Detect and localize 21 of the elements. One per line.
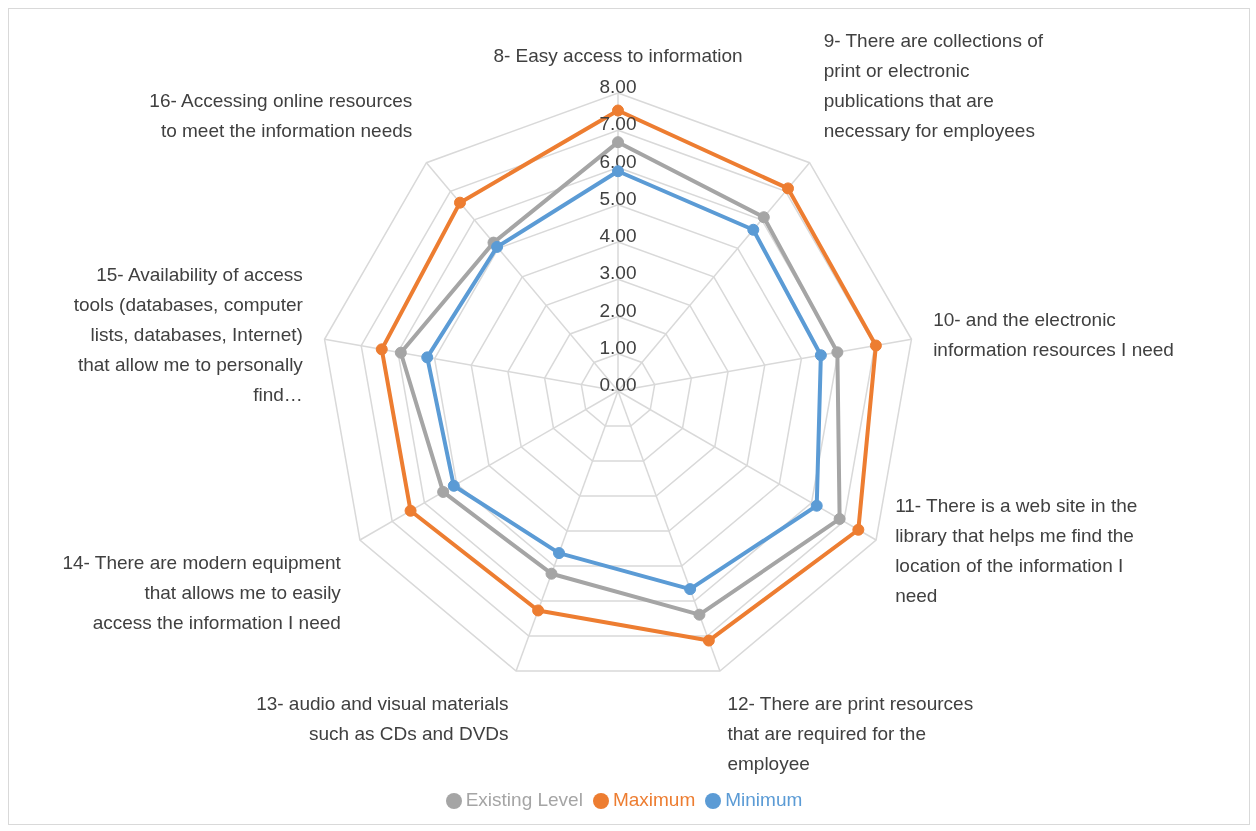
spoke-label: 12- There are print resources that are required for the employee (727, 692, 974, 774)
y-tick-label: 6.00 (599, 150, 637, 172)
spoke-label: 11- There is a web site in the library that helps me find the location of the information I need (895, 495, 1138, 606)
y-tick-label: 7.00 (599, 113, 637, 135)
spoke-label: 14- There are modern equipment that allows me to easily access the information I need (62, 552, 342, 633)
legend-label: Minimum (725, 789, 803, 810)
spoke-label: 9- There are collections of print or electronic publications that are necessary for employees (823, 29, 1044, 141)
spoke-label: 16- Accessing online resources to meet the information needs (149, 89, 413, 141)
spoke-label: 10- and the electronic information resources I need (933, 309, 1174, 361)
spoke-label: 13- audio and visual materials such as CDs and DVDs (256, 692, 509, 744)
spoke-label: 8- Easy access to information (493, 45, 743, 66)
y-tick-label: 8.00 (599, 76, 637, 97)
y-tick-label: 2.00 (599, 299, 637, 321)
y-tick-label: 1.00 (599, 336, 637, 358)
y-tick-label: 3.00 (599, 262, 637, 284)
legend-label: Existing Level (465, 789, 583, 810)
spoke-label: 15- Availability of access tools (databases, computer lists, databases, Internet) that allow me to personally find… (73, 264, 304, 406)
y-tick-label: 0.00 (599, 374, 637, 395)
y-tick-label: 5.00 (599, 187, 637, 209)
legend-label: Maximum (612, 789, 696, 810)
y-tick-label: 4.00 (599, 225, 637, 246)
